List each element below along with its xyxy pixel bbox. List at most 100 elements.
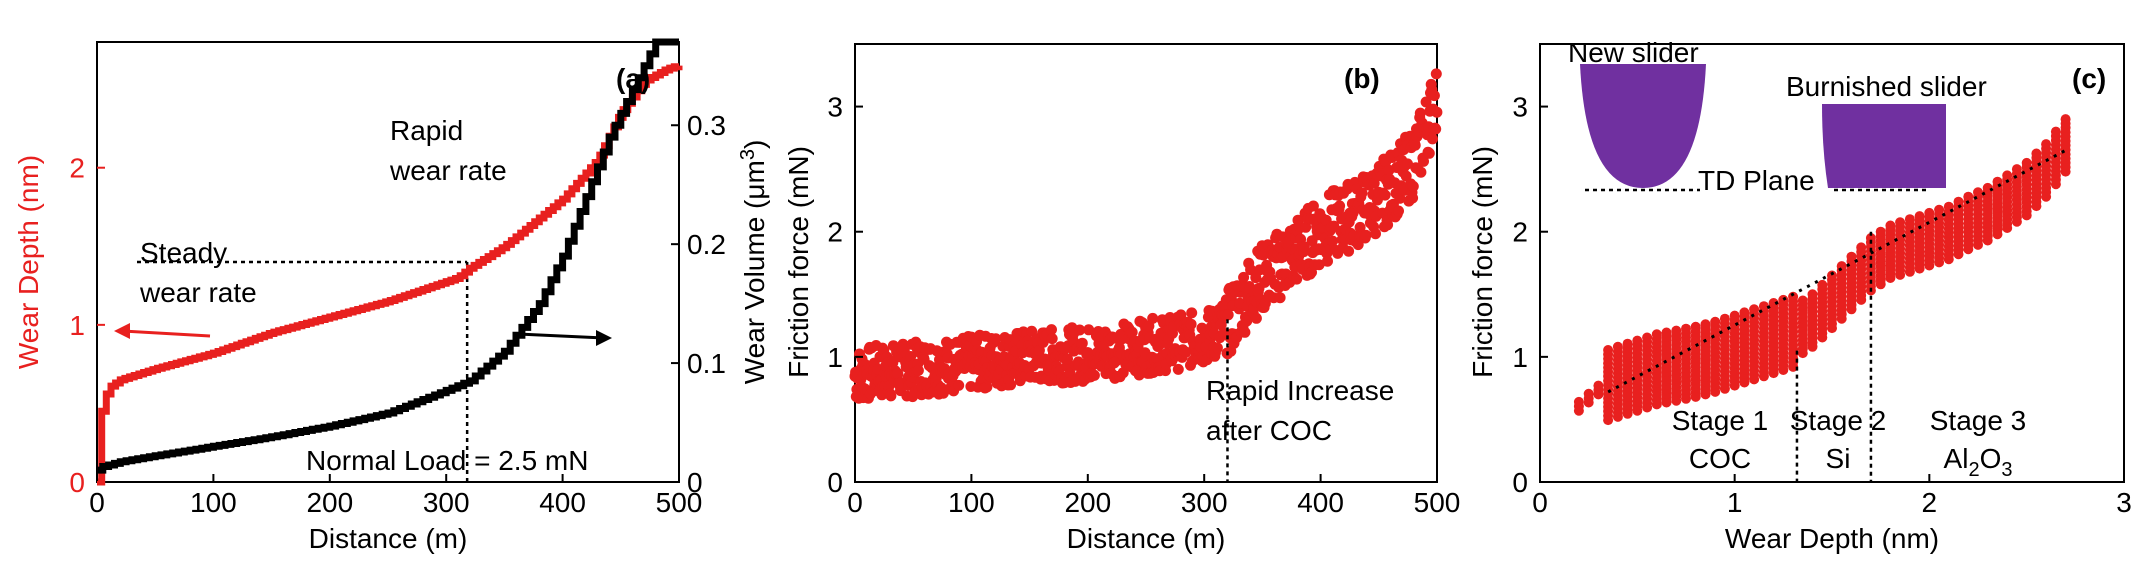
- friction-point: [892, 368, 904, 380]
- x-tick-label-a: 500: [656, 487, 703, 518]
- friction-point: [1632, 335, 1643, 346]
- friction-point: [1418, 155, 1429, 167]
- annotation-steady-1: Steady: [140, 237, 227, 268]
- friction-point: [1690, 321, 1701, 332]
- friction-point: [1211, 342, 1223, 354]
- friction-point: [1117, 367, 1129, 379]
- y-tick-label-c: 1: [1512, 342, 1528, 373]
- stage-2-material: Si: [1826, 443, 1851, 474]
- friction-point: [1185, 318, 1197, 330]
- stage-1-label: Stage 1: [1672, 405, 1769, 436]
- series-group-c: [1573, 114, 2071, 482]
- friction-point: [1428, 90, 1440, 102]
- y-tick-label-b: 0: [827, 467, 843, 498]
- friction-point: [885, 390, 897, 402]
- friction-point: [1088, 369, 1100, 381]
- friction-point: [1300, 221, 1312, 233]
- friction-point: [1807, 289, 1818, 300]
- friction-point: [1354, 221, 1366, 233]
- friction-point: [1186, 307, 1198, 319]
- x-tick-label-c: 3: [2116, 487, 2132, 518]
- stage-1-material: COC: [1689, 443, 1751, 474]
- friction-point: [1700, 319, 1711, 330]
- friction-point: [1420, 96, 1432, 108]
- friction-point: [1982, 182, 1993, 193]
- friction-point: [1222, 309, 1234, 321]
- friction-point: [981, 381, 993, 393]
- friction-point: [1370, 228, 1381, 240]
- x-tick-label-b: 500: [1414, 487, 1461, 518]
- friction-point: [1322, 255, 1333, 267]
- plot-frame-a: [96, 41, 680, 483]
- friction-point: [1407, 180, 1419, 192]
- td-plane-label: TD Plane: [1698, 165, 1815, 196]
- wear-depth-series: [97, 63, 683, 486]
- friction-point: [1423, 147, 1435, 159]
- friction-point: [1245, 264, 1257, 276]
- x-tick-label-a: 400: [539, 487, 586, 518]
- annotation-normal-load: Normal Load = 2.5 mN: [306, 445, 588, 476]
- friction-point: [1147, 312, 1159, 324]
- friction-point: [1393, 205, 1404, 217]
- x-tick-label-a: 300: [423, 487, 470, 518]
- friction-point: [1827, 270, 1837, 281]
- friction-point: [1347, 207, 1359, 219]
- friction-point: [1430, 123, 1442, 135]
- friction-point: [1291, 273, 1303, 285]
- friction-point: [1356, 187, 1368, 199]
- panel-c: 0 1 2 3 0 1 2 3 (c) Wear Depth (nm) Friction fo…: [1467, 37, 2132, 554]
- friction-point: [1710, 316, 1721, 327]
- friction-point: [953, 379, 965, 391]
- y-tick-label-a: 2: [69, 153, 85, 184]
- annotation-rapid-increase-1: Rapid Increase: [1206, 375, 1394, 406]
- friction-point: [1729, 310, 1740, 321]
- friction-point: [1875, 226, 1886, 237]
- burnished-slider-label: Burnished slider: [1786, 71, 1987, 102]
- friction-point: [1415, 166, 1427, 178]
- burnished-slider-inset: [1822, 104, 1946, 188]
- x-tick-label-b: 200: [1064, 487, 1111, 518]
- friction-point: [1215, 319, 1227, 331]
- friction-point: [1681, 323, 1691, 334]
- y-axis-label-b: Friction force (mN): [783, 146, 814, 378]
- friction-point: [1973, 187, 1983, 198]
- friction-point: [1407, 192, 1419, 204]
- friction-point: [2031, 148, 2042, 159]
- friction-point: [1430, 68, 1442, 80]
- friction-point: [912, 365, 924, 376]
- ticks-group-b: 0 100 200 300 400 500 0 1 2 3: [827, 92, 1460, 518]
- friction-point: [1083, 324, 1095, 336]
- friction-point: [1856, 242, 1867, 253]
- friction-point: [1671, 325, 1682, 336]
- friction-point: [1402, 158, 1413, 170]
- x-tick-label-b: 0: [847, 487, 863, 518]
- friction-point: [1758, 301, 1769, 312]
- y-axis-label-c: Friction force (mN): [1467, 146, 1498, 378]
- friction-point: [1778, 294, 1789, 305]
- friction-point: [2011, 164, 2022, 175]
- y-tick-label-b: 2: [827, 217, 843, 248]
- friction-point: [2050, 126, 2061, 137]
- y-tick-label-c: 2: [1512, 217, 1528, 248]
- left-arrow: [114, 323, 211, 339]
- friction-point: [1062, 353, 1073, 365]
- friction-point: [1414, 107, 1426, 119]
- friction-point: [1307, 200, 1319, 212]
- friction-point: [1719, 313, 1730, 324]
- annotation-rapid-1: Rapid: [390, 115, 463, 146]
- friction-point: [1427, 133, 1438, 145]
- x-tick-label-c: 2: [1922, 487, 1938, 518]
- x-axis-label-b: Distance (m): [1067, 523, 1226, 554]
- friction-point: [1076, 337, 1088, 349]
- friction-point: [1865, 233, 1876, 243]
- friction-point: [1239, 326, 1251, 338]
- x-axis-label-c: Wear Depth (nm): [1725, 523, 1939, 554]
- friction-point: [1817, 279, 1828, 290]
- friction-point: [1126, 326, 1138, 338]
- wear-volume-series: [97, 38, 679, 474]
- x-tick-label-a: 0: [89, 487, 105, 518]
- friction-point: [1934, 204, 1945, 215]
- friction-point: [1924, 207, 1935, 218]
- friction-point: [1360, 229, 1372, 241]
